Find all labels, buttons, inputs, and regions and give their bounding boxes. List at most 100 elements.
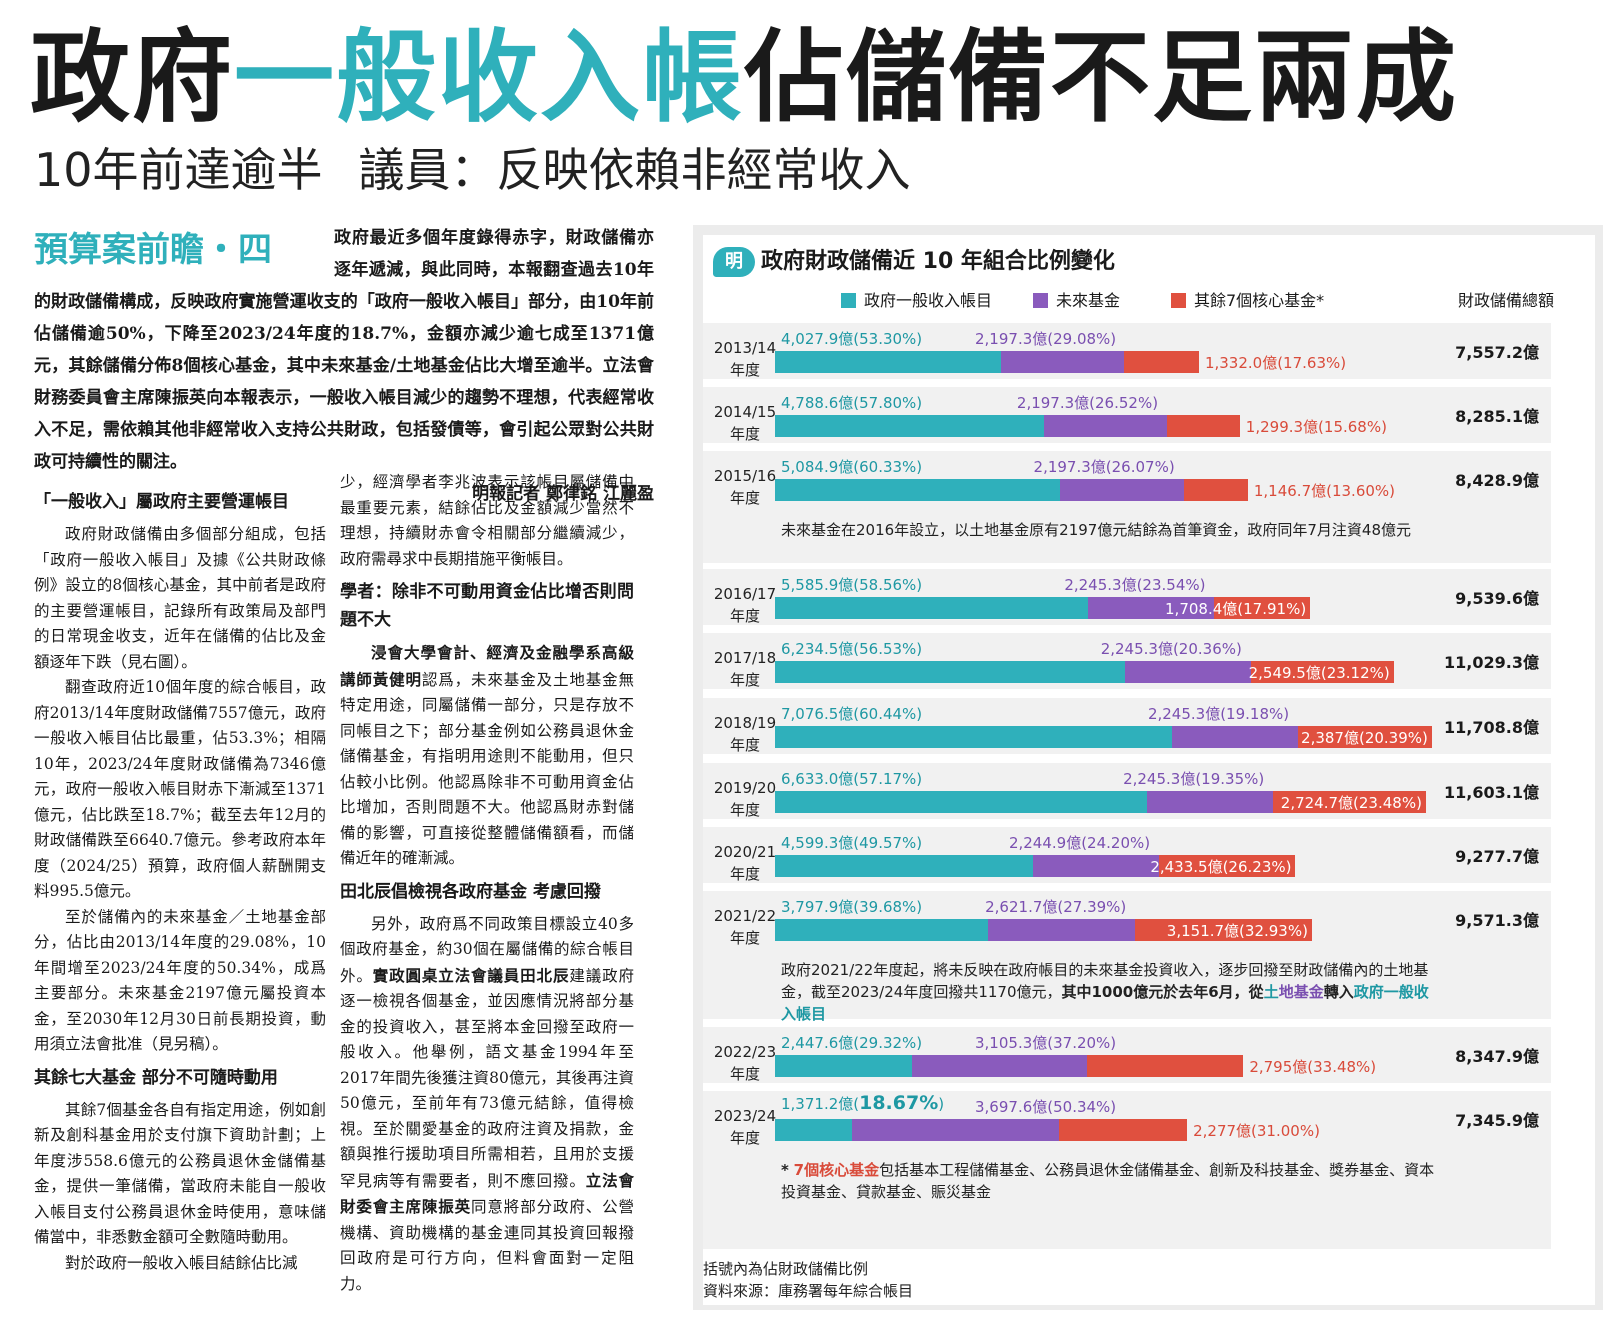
bar-segment-other-funds [1214, 597, 1311, 619]
chart-row: 2023/24 年度 1,371.2億(18.67%) 3,697.6億(50.34… [703, 1091, 1551, 1249]
chart-note: 政府2021/22年度起，將未反映在政府帳目的未來基金投資收入，逐步回撥至財政儲… [781, 961, 1429, 1023]
bar-segment-other-funds [1297, 726, 1432, 748]
core-funds-note: * 7個核心基金包括基本工程儲備基金、公務員退休金儲備基金、創新及科技基金、獎券… [781, 1161, 1435, 1201]
series-kicker: 預算案前瞻・四 [34, 230, 272, 270]
bar-segment-future-fund [851, 1119, 1060, 1141]
chart-row: 2019/20 年度 6,633.0億(57.17%) 2,245.3億(19.35… [703, 763, 1551, 819]
article-column-2: 少，經濟學者李兆波表示該帳目屬儲備中最重要元素，結餘佔比及金額減少當然不理想，持… [340, 473, 634, 1293]
bar-segment-future-fund [1043, 415, 1167, 437]
data-label-other-funds: 2,387億(20.39%) [1301, 729, 1428, 747]
bar-segment-other-funds [1086, 1055, 1244, 1077]
section-heading: 其餘七大基金 部分不可隨時動用 [34, 1067, 278, 1088]
year-label: 2021/22 年度 [713, 907, 777, 947]
bar-segment-future-fund [1088, 597, 1215, 619]
bar-segment-general-revenue [775, 1119, 852, 1141]
year-label: 2016/17 年度 [713, 585, 777, 625]
bar-segment-future-fund [1060, 479, 1184, 501]
total-reserve: 8,347.9億 [1455, 1047, 1539, 1066]
data-label-general-revenue: 1,371.2億(18.67%) [781, 1092, 945, 1114]
bar-segment-general-revenue [775, 351, 1001, 373]
section-heading: 田北辰倡檢視各政府基金 考慮回撥 [340, 881, 601, 902]
bar-segment-future-fund [1124, 661, 1251, 683]
year-label: 2017/18 年度 [713, 649, 777, 689]
mingpao-logo: 明 [713, 247, 755, 277]
legend-total: 財政儲備總額 [1458, 291, 1555, 310]
legend-general-revenue: 政府一般收入帳目 [841, 290, 992, 312]
year-label: 2023/24 年度 [713, 1107, 777, 1147]
data-label-future-fund: 2,244.9億(24.20%) [1008, 834, 1151, 852]
chart-source: 資料來源：庫務署每年綜合帳目 [703, 1282, 914, 1300]
year-label: 2013/14 年度 [713, 339, 777, 379]
bar-segment-general-revenue [775, 415, 1044, 437]
chart-note: 未來基金在2016年設立，以土地基金原有2197億元結餘為首筆資金，政府同年7月… [781, 521, 1411, 539]
bar-segment-future-fund [988, 919, 1136, 941]
chart-row: 2017/18 年度 6,234.5億(56.53%) 2,245.3億(20.36… [703, 633, 1551, 689]
bar-segment-general-revenue [775, 855, 1034, 877]
data-label-general-revenue: 2,447.6億(29.32%) [781, 1034, 923, 1052]
bar-segment-future-fund [1147, 791, 1274, 813]
data-label-future-fund: 3,105.3億(37.20%) [975, 1034, 1117, 1052]
total-reserve: 8,285.1億 [1455, 407, 1539, 426]
chart-footnote: 括號內為佔財政儲備比例 資料來源：庫務署每年綜合帳目 [703, 1260, 914, 1300]
bar-segment-general-revenue [775, 1055, 913, 1077]
data-label-other-funds: 2,549.5億(23.12%) [1248, 664, 1390, 682]
data-label-future-fund: 2,245.3億(20.36%) [1100, 640, 1242, 658]
total-reserve: 11,029.3億 [1444, 653, 1539, 672]
data-label-general-revenue: 3,797.9億(39.68%) [781, 898, 923, 916]
bar-segment-general-revenue [775, 919, 989, 941]
chart-row: 2021/22 年度 3,797.9億(39.68%) 2,621.7億(27.39… [703, 891, 1551, 1023]
chart-row: 2013/14 年度 4,027.9億(53.30%) 2,197.3億(29.08… [703, 323, 1551, 379]
chart-row: 2018/19 年度 7,076.5億(60.44%) 2,245.3億(19.18… [703, 698, 1551, 754]
data-label-future-fund: 2,245.3億(19.35%) [1123, 770, 1265, 788]
chart-title: 政府財政儲備近 10 年組合比例變化 [761, 249, 1115, 274]
data-label-general-revenue: 6,234.5億(56.53%) [781, 640, 923, 658]
data-label-other-funds: 1,299.3億(15.68%) [1245, 418, 1387, 436]
bar-segment-general-revenue [775, 726, 1172, 748]
bar-segment-future-fund [1033, 855, 1159, 877]
data-label-general-revenue: 7,076.5億(60.44%) [781, 705, 923, 723]
data-label-future-fund: 2,245.3億(19.18%) [1147, 705, 1290, 723]
total-reserve: 7,557.2億 [1455, 343, 1539, 362]
data-label-future-fund: 2,621.7億(27.39%) [985, 898, 1127, 916]
total-reserve: 7,345.9億 [1455, 1111, 1539, 1130]
bar-segment-other-funds [1166, 415, 1240, 437]
data-label-general-revenue: 4,599.3億(49.57%) [781, 834, 923, 852]
year-label: 2014/15 年度 [713, 403, 777, 443]
year-label: 2015/16 年度 [713, 467, 777, 507]
bar-segment-other-funds [1183, 479, 1248, 501]
total-reserve: 11,708.8億 [1444, 718, 1539, 737]
lead-paragraph: 政府最近多個年度錄得赤字，財政儲備亦逐年遞減，與此同時，本報翻查過去10年的財政… [34, 222, 654, 510]
year-label: 2022/23 年度 [713, 1043, 777, 1083]
chart-row: 2020/21 年度 4,599.3億(49.57%) 2,244.9億(24.20… [703, 827, 1551, 883]
chart-row: 2022/23 年度 2,447.6億(29.32%) 3,105.3億(37.20… [703, 1027, 1551, 1083]
bar-segment-future-fund [1171, 726, 1298, 748]
data-label-other-funds: 2,795億(33.48%) [1249, 1058, 1377, 1076]
year-label: 2019/20 年度 [713, 779, 777, 819]
data-label-other-funds: 1,332.0億(17.63%) [1204, 354, 1347, 372]
data-label-other-funds: 3,151.7億(32.93%) [1166, 922, 1308, 940]
chart-row: 2014/15 年度 4,788.6億(57.80%) 2,197.3億(26.52… [703, 387, 1551, 443]
bar-segment-other-funds [1250, 661, 1394, 683]
legend-future-fund: 未來基金 [1033, 290, 1120, 312]
subheadline: 10年前達逾半 議員：反映依賴非經常收入 [34, 143, 911, 197]
data-label-other-funds: 2,724.7億(23.48%) [1280, 794, 1422, 812]
data-label-other-funds: 2,277億(31.00%) [1193, 1122, 1320, 1140]
year-label: 2020/21 年度 [713, 843, 777, 883]
total-reserve: 11,603.1億 [1444, 783, 1539, 802]
bar-segment-general-revenue [775, 791, 1148, 813]
headline: 政府一般收入帳佔儲備不足兩成 [30, 18, 1458, 136]
article-column-1: 「一般收入」屬政府主要營運帳目 政府財政儲備由多個部分組成，包括「政府一般收入帳… [34, 482, 326, 1276]
data-label-future-fund: 3,697.6億(50.34%) [975, 1098, 1117, 1116]
total-reserve: 9,539.6億 [1455, 589, 1539, 608]
data-label-future-fund: 2,245.3億(23.54%) [1064, 576, 1206, 594]
data-label-general-revenue: 5,585.9億(58.56%) [781, 576, 923, 594]
data-label-general-revenue: 4,788.6億(57.80%) [781, 394, 923, 412]
chart-row: 2016/17 年度 5,585.9億(58.56%) 2,245.3億(23.54… [703, 569, 1551, 625]
data-label-future-fund: 2,197.3億(26.07%) [1033, 458, 1175, 476]
chart-row: 2015/16 年度 5,084.9億(60.33%) 2,197.3億(26.07… [703, 451, 1551, 563]
bar-segment-other-funds [1059, 1119, 1188, 1141]
chart-panel: 明 政府財政儲備近 10 年組合比例變化 政府一般收入帳目 未來基金 其餘7個核… [693, 225, 1603, 1310]
bar-segment-general-revenue [775, 661, 1125, 683]
data-label-other-funds: 1,146.7億(13.60%) [1253, 482, 1396, 500]
data-label-general-revenue: 5,084.9億(60.33%) [781, 458, 923, 476]
